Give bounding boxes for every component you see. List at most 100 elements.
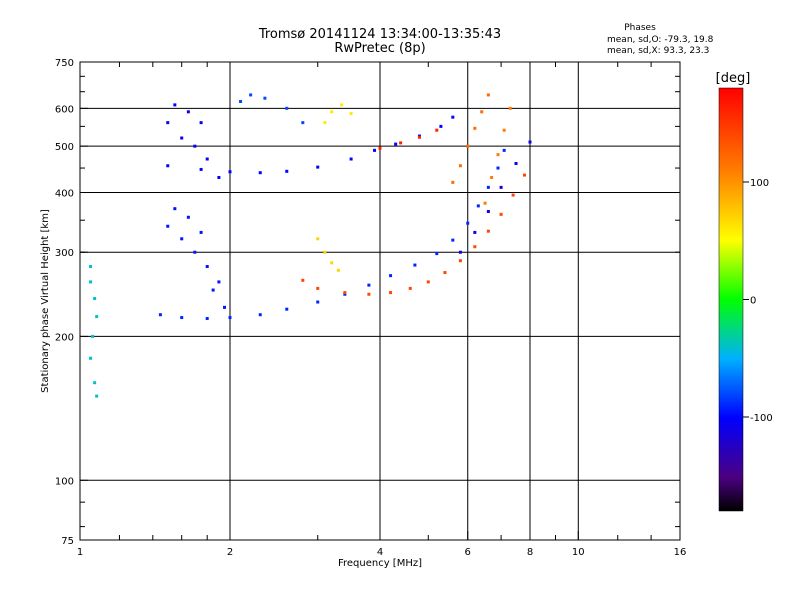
colorbar-tick-label: 0 bbox=[750, 296, 756, 307]
data-point bbox=[451, 180, 455, 184]
data-point bbox=[186, 110, 190, 114]
data-point bbox=[316, 165, 320, 169]
data-point bbox=[496, 153, 500, 157]
data-point bbox=[180, 136, 184, 140]
data-point bbox=[426, 280, 430, 284]
data-point bbox=[89, 356, 93, 360]
data-point bbox=[217, 175, 221, 179]
data-point bbox=[508, 106, 512, 110]
data-point bbox=[458, 259, 462, 263]
data-point bbox=[95, 315, 99, 319]
data-point bbox=[173, 207, 177, 211]
data-point bbox=[490, 175, 494, 179]
data-point bbox=[458, 250, 462, 254]
data-point bbox=[458, 164, 462, 168]
data-point bbox=[480, 110, 484, 114]
data-point bbox=[316, 300, 320, 304]
data-point bbox=[301, 121, 305, 125]
data-point bbox=[199, 167, 203, 171]
data-point bbox=[258, 313, 262, 317]
data-point bbox=[451, 238, 455, 242]
colorbar bbox=[718, 87, 744, 512]
data-point bbox=[166, 121, 170, 125]
y-tick-label: 750 bbox=[55, 58, 74, 69]
data-point bbox=[205, 265, 209, 269]
chart-title: Tromsø 20141124 13:34:00-13:35:43 bbox=[258, 27, 501, 42]
data-point bbox=[249, 93, 253, 97]
colorbar-tick-label: 100 bbox=[750, 178, 769, 189]
colorbar-tick-label: -100 bbox=[750, 413, 773, 424]
data-point bbox=[483, 201, 487, 205]
data-point bbox=[301, 278, 305, 282]
data-point bbox=[89, 265, 93, 269]
data-point bbox=[323, 250, 327, 254]
data-point bbox=[340, 103, 344, 107]
chart-subtitle: RwPretec (8p) bbox=[334, 41, 425, 56]
data-point bbox=[486, 93, 490, 97]
data-point bbox=[95, 394, 99, 398]
data-point bbox=[502, 128, 506, 132]
data-point bbox=[389, 291, 393, 295]
y-tick-label: 400 bbox=[55, 188, 74, 199]
data-point bbox=[413, 263, 417, 267]
data-point bbox=[193, 250, 197, 254]
data-point bbox=[473, 245, 477, 249]
data-point bbox=[499, 185, 503, 189]
data-point bbox=[336, 268, 340, 272]
data-point bbox=[408, 286, 412, 290]
data-point bbox=[343, 291, 347, 295]
data-point bbox=[217, 280, 221, 284]
x-tick-label: 8 bbox=[527, 547, 533, 558]
data-point bbox=[499, 212, 503, 216]
data-point bbox=[367, 283, 371, 287]
y-axis-label: Stationary phase Virtual Height [km] bbox=[40, 209, 51, 393]
x-tick-label: 1 bbox=[77, 547, 83, 558]
data-point bbox=[205, 157, 209, 161]
data-point bbox=[443, 271, 447, 275]
data-point bbox=[435, 252, 439, 256]
data-point bbox=[502, 148, 506, 152]
data-point bbox=[166, 224, 170, 228]
data-point bbox=[91, 334, 95, 338]
data-point bbox=[228, 316, 232, 320]
x-tick-label: 16 bbox=[674, 547, 687, 558]
data-point bbox=[93, 381, 97, 385]
data-point bbox=[285, 106, 289, 110]
data-point bbox=[239, 100, 243, 104]
data-point bbox=[349, 157, 353, 161]
data-point bbox=[466, 144, 470, 148]
data-point bbox=[473, 230, 477, 234]
data-point bbox=[473, 126, 477, 130]
data-point bbox=[389, 274, 393, 278]
data-point bbox=[399, 141, 403, 145]
data-point bbox=[373, 148, 377, 152]
data-point bbox=[211, 288, 215, 292]
colorbar-label: [deg] bbox=[716, 71, 751, 86]
data-point bbox=[496, 166, 500, 170]
data-point bbox=[514, 161, 518, 165]
data-point bbox=[367, 292, 371, 296]
phases-x-line: mean, sd,X: 93.3, 23.3 bbox=[607, 46, 709, 56]
data-point bbox=[180, 237, 184, 241]
data-point bbox=[158, 313, 162, 317]
data-point bbox=[323, 121, 327, 125]
data-point bbox=[523, 173, 527, 177]
data-point bbox=[511, 193, 515, 197]
x-tick-label: 6 bbox=[465, 547, 471, 558]
data-point bbox=[417, 135, 421, 139]
colorbar-ticks: 100 0 -100 bbox=[743, 178, 773, 424]
y-tick-label: 600 bbox=[55, 104, 74, 115]
y-tick-label: 75 bbox=[61, 536, 74, 547]
data-points bbox=[89, 93, 532, 398]
data-point bbox=[89, 280, 93, 284]
data-point bbox=[435, 128, 439, 132]
data-point bbox=[330, 261, 334, 265]
x-axis-label: Frequency [MHz] bbox=[338, 558, 422, 569]
data-point bbox=[349, 112, 353, 116]
x-tick-label: 2 bbox=[227, 547, 233, 558]
y-axis-ticks: 75 100 200 300 400 500 600 750 bbox=[55, 58, 680, 547]
data-point bbox=[173, 103, 177, 107]
data-point bbox=[394, 142, 398, 146]
data-point bbox=[180, 316, 184, 320]
